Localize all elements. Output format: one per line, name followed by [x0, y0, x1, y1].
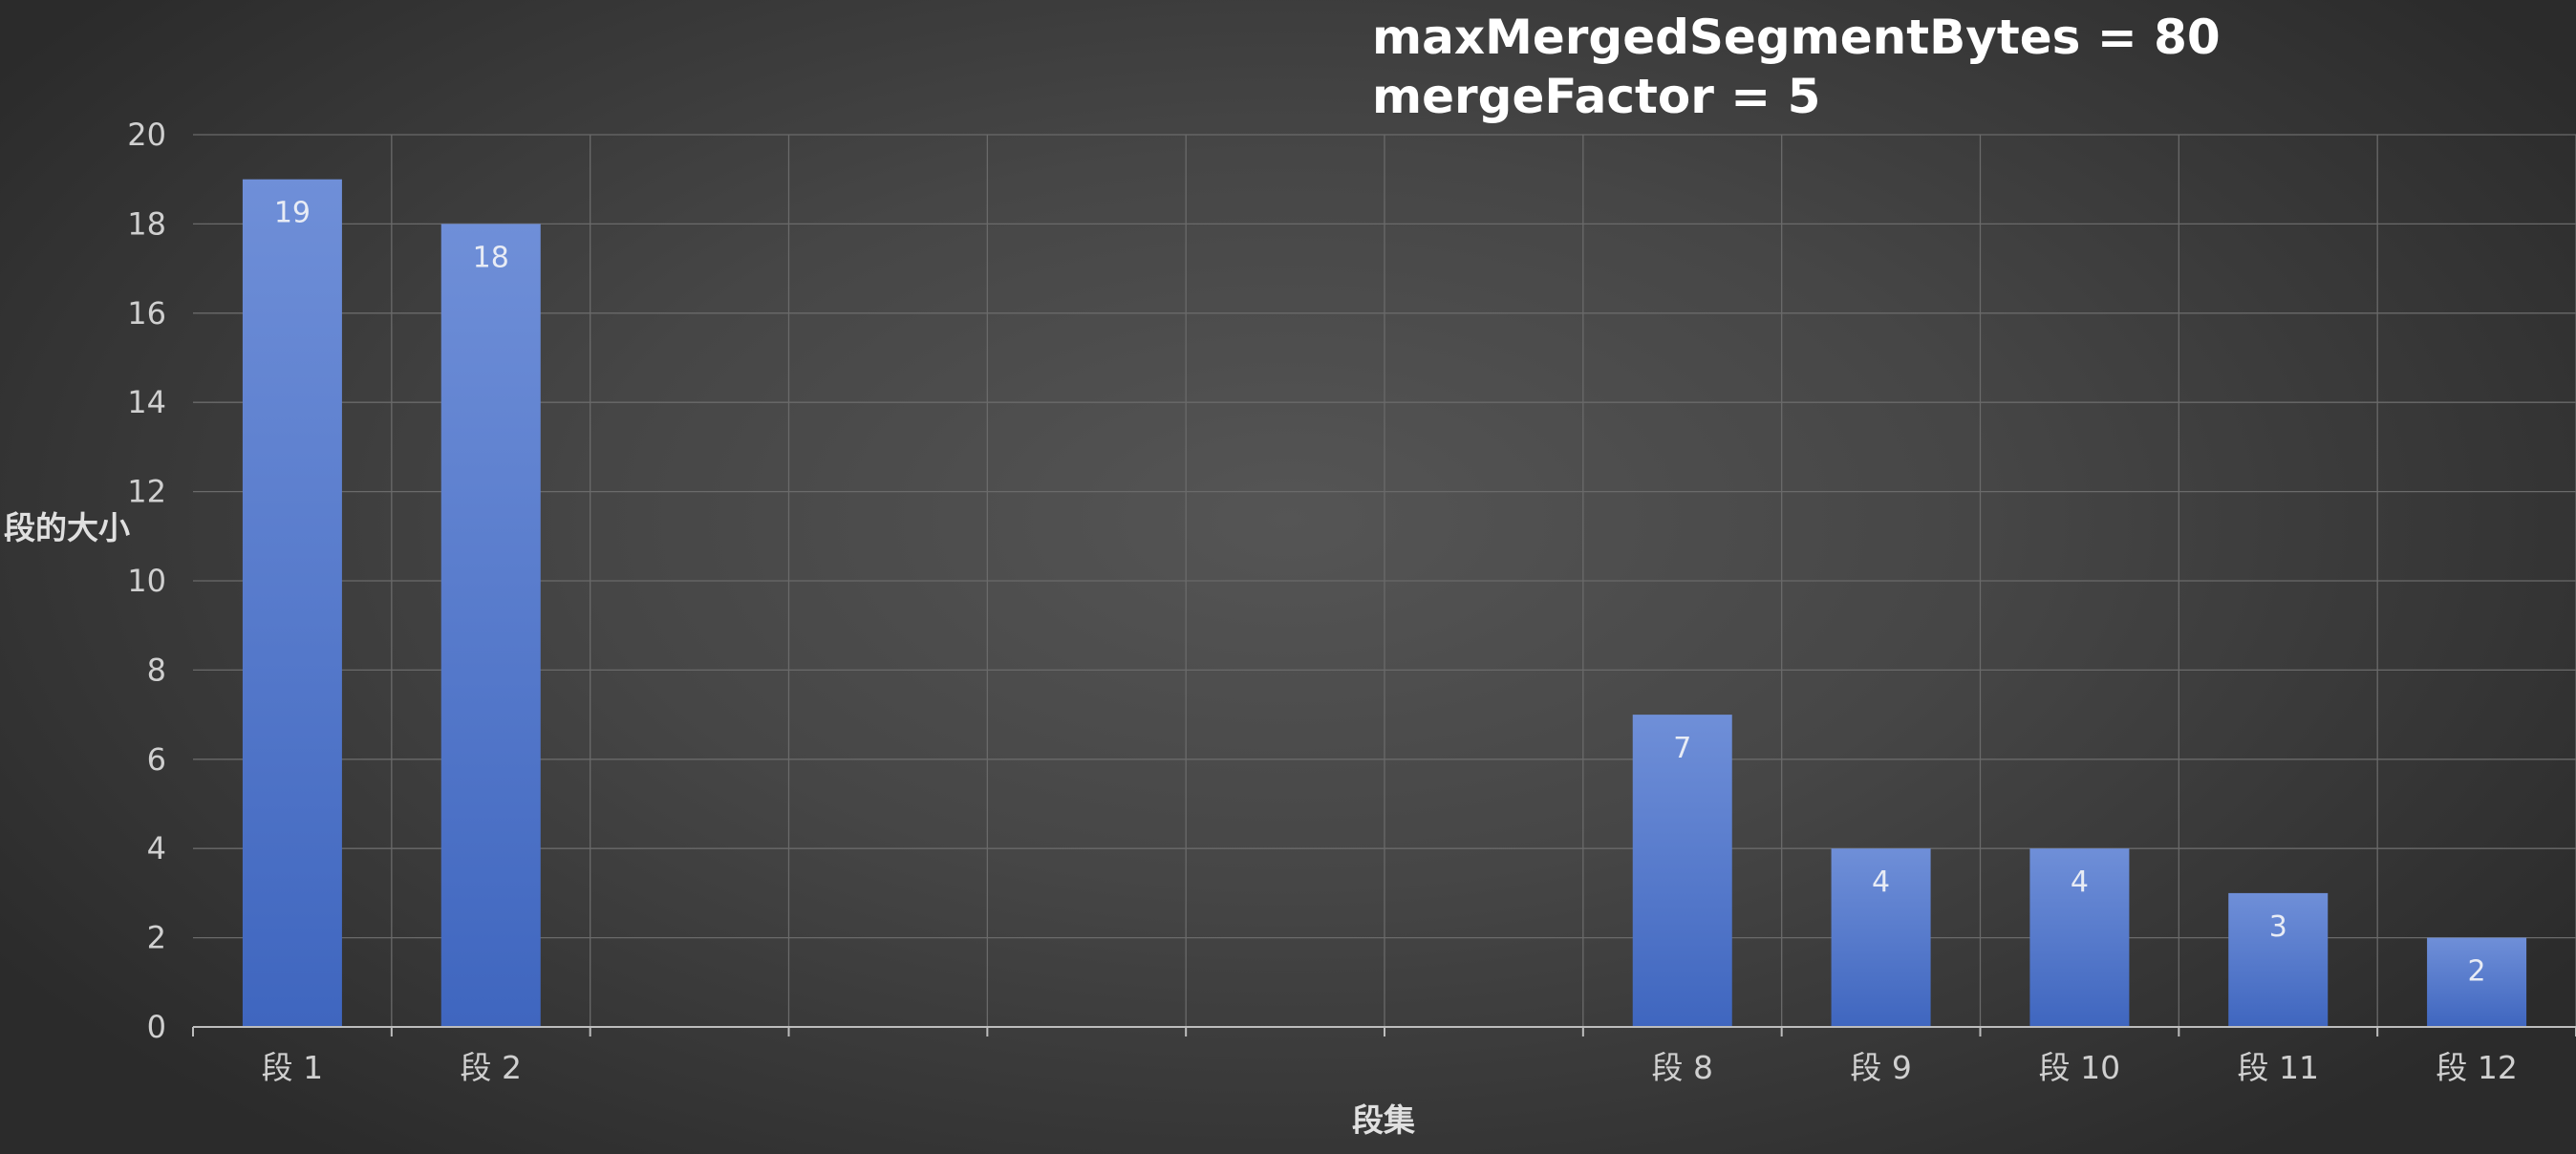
bar-data-label: 4	[1872, 866, 1890, 899]
x-tick-label: 段 2	[461, 1049, 523, 1086]
bar	[1632, 715, 1732, 1027]
bar	[1831, 848, 1931, 1027]
bar-data-label: 2	[2468, 955, 2486, 989]
x-tick-label: 段 9	[1850, 1049, 1912, 1086]
bar	[2427, 937, 2527, 1027]
bar-data-label: 19	[274, 197, 311, 230]
y-tick-label: 20	[127, 117, 166, 153]
bar	[2029, 848, 2130, 1027]
y-tick-label: 4	[147, 830, 166, 866]
y-axis-title: 段的大小	[4, 509, 130, 546]
y-tick-label: 2	[147, 920, 166, 956]
x-axis-title: 段集	[1352, 1101, 1415, 1139]
text-layer: maxMergedSegmentBytes = 80 mergeFactor =…	[4, 10, 2518, 1139]
bar	[242, 179, 342, 1027]
chart-title-line-1: maxMergedSegmentBytes = 80	[1372, 10, 2221, 65]
y-tick-label: 12	[127, 474, 166, 510]
axis-layer	[192, 1026, 2576, 1036]
x-tick-label: 段 12	[2436, 1049, 2517, 1086]
y-tick-label: 18	[127, 205, 166, 242]
y-tick-label: 10	[127, 563, 166, 599]
bar-data-label: 7	[1673, 732, 1691, 765]
y-tick-label: 16	[127, 295, 166, 331]
bar-data-label: 3	[2269, 910, 2287, 944]
y-tick-label: 8	[147, 652, 166, 688]
x-tick-label: 段 8	[1652, 1049, 1714, 1086]
y-tick-label: 0	[147, 1009, 166, 1045]
chart-title-line-2: mergeFactor = 5	[1372, 69, 1820, 124]
y-tick-label: 14	[127, 384, 166, 420]
bar-layer	[242, 179, 2527, 1027]
x-tick-label: 段 11	[2238, 1049, 2319, 1086]
bar	[440, 224, 541, 1027]
x-tick-label: 段 1	[262, 1049, 324, 1086]
x-tick-label: 段 10	[2039, 1049, 2120, 1086]
grid-layer	[193, 134, 2576, 1027]
y-tick-label: 6	[147, 741, 166, 778]
bar-data-label: 18	[473, 241, 509, 274]
bar	[2228, 892, 2329, 1027]
bar-data-label: 4	[2071, 866, 2089, 899]
